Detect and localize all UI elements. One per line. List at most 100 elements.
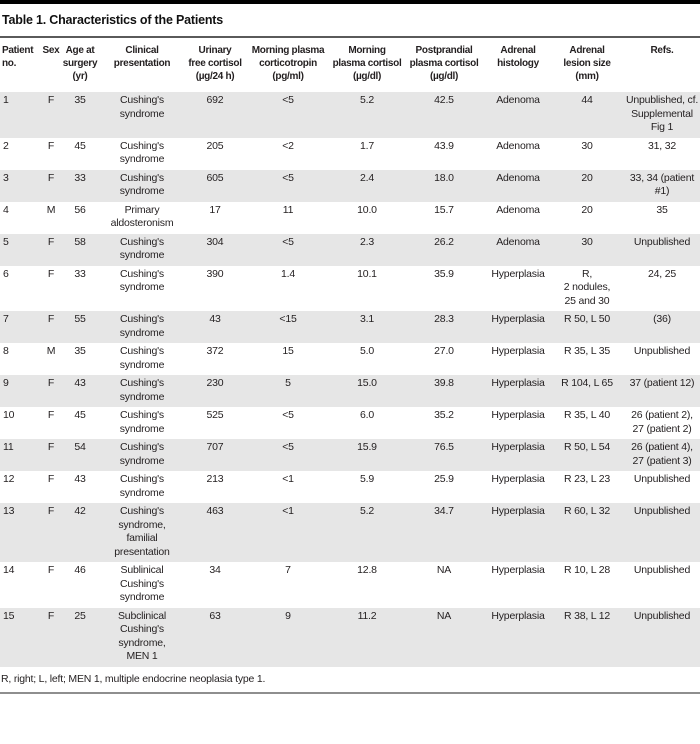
table-cell: 35.9 [434,267,454,280]
table-cell: <1 [282,473,294,485]
table-cell: 5.2 [360,94,374,106]
table-cell: 463 [206,505,224,517]
table-cell: <5 [282,171,294,184]
table-cell: Cushing's syndrome [119,235,165,262]
table-cell: 30 [581,235,593,248]
table-cell: Adenoma [496,94,540,106]
table-cell: 6 [3,267,9,280]
table-cell: 5 [285,377,291,389]
table-cell: 43 [209,313,221,325]
table-cell: Hyperplasia [491,345,545,357]
table-cell: 707 [206,441,224,453]
table-cell: R 60, L 32 [563,505,611,517]
table-cell: 1.4 [281,267,295,280]
table-cell: 20 [581,203,593,216]
table-cell: 15 [3,609,15,622]
table-cell: 35 [656,203,668,216]
table-cell: 33 [74,171,86,184]
table-cell: R 10, L 28 [563,564,611,576]
table-cell: 3.1 [360,313,374,325]
table-cell: R 35, L 35 [563,345,611,357]
table-cell: Hyperplasia [491,377,545,389]
table-cell: Unpublished [633,235,691,248]
table-cell: R 50, L 54 [563,441,611,453]
column-header: Refs. [650,45,674,56]
table-cell: R 35, L 40 [563,409,611,421]
table-cell: 2.3 [360,235,374,248]
table-cell: <2 [282,139,294,152]
table-header: Patient no. Sex Age at surgery (yr) Clinica… [0,38,700,92]
table-cell: 13 [3,505,15,517]
table-cell: 25.9 [434,473,454,485]
table-cell: 10.1 [357,267,377,280]
table-cell: 39.8 [434,377,454,389]
column-header: Sex [42,45,60,56]
table-cell: 45 [74,139,86,152]
table-cell: (36) [653,313,671,325]
table-cell: 5.9 [360,473,374,485]
table-row: 12 F 43 Cushing's syndrome 213 <1 5.9 25.9 Hyper… [0,471,700,503]
table-cell: 9 [3,377,9,389]
table-row: 15 F 25 Subclinical Cushing's syndrome, MEN… [0,607,700,667]
table-cell: 11 [3,441,14,453]
table-cell: 4 [3,203,9,216]
table-cell: 3 [3,171,9,184]
table-cell: R, 2 nodules, 25 and 30 [563,267,611,307]
table-cell: 18.0 [434,171,454,184]
table-cell: Primary aldosteronism [110,203,174,230]
table-cell: Subclinical Cushing's syndrome, MEN 1 [118,609,166,663]
table-cell: 8 [3,345,9,357]
table-cell: 76.5 [434,441,454,453]
table-cell: 34 [209,564,221,576]
column-header: Clinical presentation [113,45,171,69]
table-cell: F [47,267,55,280]
table-cell: F [47,171,55,184]
table-cell: <5 [282,441,294,453]
table-cell: 12 [3,473,15,485]
table-cell: 35.2 [434,409,454,421]
table-cell: NA [436,564,452,576]
table-cell: 35 [74,345,86,357]
table-cell: M [46,203,56,216]
table-cell: F [47,409,55,421]
table-cell: 230 [206,377,224,389]
table-cell: 15.7 [434,203,454,216]
table-cell: 11 [282,203,294,216]
table-cell: Hyperplasia [491,441,545,453]
table-cell: R 50, L 50 [563,313,611,325]
table-cell: Sublinical Cushing's syndrome [119,564,165,603]
table-cell: 10.0 [357,203,377,216]
table-cell: Cushing's syndrome [119,345,165,371]
table-cell: 15 [282,345,294,357]
table-cell: <5 [282,409,294,421]
table-cell: Cushing's syndrome [119,377,165,403]
column-header: Patient no. [2,45,34,69]
table-cell: 42 [74,505,86,517]
table-cell: 692 [206,94,224,106]
table-cell: 7 [285,564,291,576]
table-row: 6 F 33 Cushing's syndrome 390 1.4 10.1 35.9 Hype… [0,266,700,312]
column-header: Adrenal histology [497,45,539,69]
table-cell: Cushing's syndrome [119,94,165,120]
table-cell: Adenoma [496,203,540,216]
table-footnote: R, right; L, left; MEN 1, multiple endoc… [1,672,266,685]
table-cell: 25 [74,609,86,622]
table-top-rule [0,0,700,4]
table-bottom-rule [0,691,700,694]
table-cell: 11.2 [357,609,377,622]
table-cell: 37 (patient 12) [629,377,695,389]
table-row: 14 F 46 Sublinical Cushing's syndrome 34 7 12.… [0,562,700,608]
table-cell: Hyperplasia [491,267,545,280]
table-cell: 2 [3,139,9,152]
column-header: Postprandial plasma cortisol (µg/dl) [409,45,479,82]
table-row: 2 F 45 Cushing's syndrome 205 <2 1.7 43.9 Adenom… [0,138,700,170]
table-cell: Cushing's syndrome [119,409,165,435]
table-cell: <5 [282,94,294,106]
table-cell: 43 [74,473,86,485]
table-cell: Cushing's syndrome [119,441,165,467]
table-cell: Cushing's syndrome [119,267,165,294]
table-cell: 58 [74,235,86,248]
table-cell: 372 [206,345,224,357]
table-cell: Unpublished [633,505,691,517]
table-cell: F [47,564,55,576]
